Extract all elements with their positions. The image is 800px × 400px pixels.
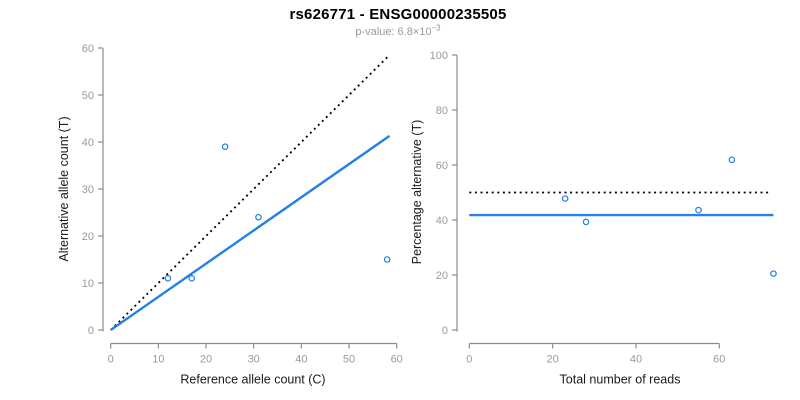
data-point bbox=[255, 213, 262, 221]
y-tick-label: 0 bbox=[88, 325, 94, 337]
y-tick-label: 100 bbox=[430, 50, 448, 62]
x-tick-label: 0 bbox=[108, 354, 114, 366]
x-tick-label: 0 bbox=[466, 354, 472, 366]
identity-line bbox=[110, 54, 391, 331]
data-point bbox=[770, 270, 777, 277]
y-tick-label: 40 bbox=[436, 215, 448, 227]
y-tick-label: 40 bbox=[82, 137, 94, 149]
y-tick-label: 80 bbox=[436, 105, 448, 117]
y-tick-label: 20 bbox=[82, 231, 94, 243]
y-tick-label: 20 bbox=[436, 270, 448, 282]
y-tick-label: 10 bbox=[82, 278, 94, 290]
percentage-alternative-scatter: 0 20 40 60 80 100 0 20 40 60 Total number of reads… bbox=[410, 50, 777, 387]
y-tick-label: 0 bbox=[442, 325, 448, 337]
x-tick-label: 50 bbox=[343, 354, 355, 366]
data-point bbox=[728, 156, 736, 164]
data-point bbox=[221, 143, 229, 151]
x-tick-label: 40 bbox=[630, 354, 642, 366]
y-tick-label: 60 bbox=[82, 43, 94, 55]
data-point bbox=[383, 256, 391, 263]
x-tick-label: 20 bbox=[547, 354, 559, 366]
data-point bbox=[582, 218, 590, 226]
fit-line bbox=[110, 134, 391, 331]
data-point bbox=[561, 195, 569, 202]
allele-counts-scatter: 0 10 20 30 40 50 60 0 10 20 30 40 50 60 Reference alle… bbox=[57, 43, 403, 387]
y-tick-label: 30 bbox=[82, 184, 94, 196]
x-tick-label: 30 bbox=[248, 354, 260, 366]
y-axis-title: Alternative allele count (T) bbox=[57, 116, 71, 261]
x-axis-title: Total number of reads bbox=[560, 373, 681, 387]
data-point bbox=[188, 274, 196, 282]
y-axis-title: Percentage alternative (T) bbox=[410, 120, 424, 265]
x-tick-label: 10 bbox=[152, 354, 164, 366]
y-tick-label: 50 bbox=[82, 90, 94, 102]
x-tick-label: 40 bbox=[295, 354, 307, 366]
x-tick-label: 20 bbox=[200, 354, 212, 366]
x-axis-title: Reference allele count (C) bbox=[180, 373, 325, 387]
data-point bbox=[164, 274, 172, 282]
y-tick-label: 60 bbox=[436, 160, 448, 172]
x-tick-label: 60 bbox=[713, 354, 725, 366]
data-point bbox=[695, 206, 702, 214]
x-tick-label: 60 bbox=[391, 354, 403, 366]
